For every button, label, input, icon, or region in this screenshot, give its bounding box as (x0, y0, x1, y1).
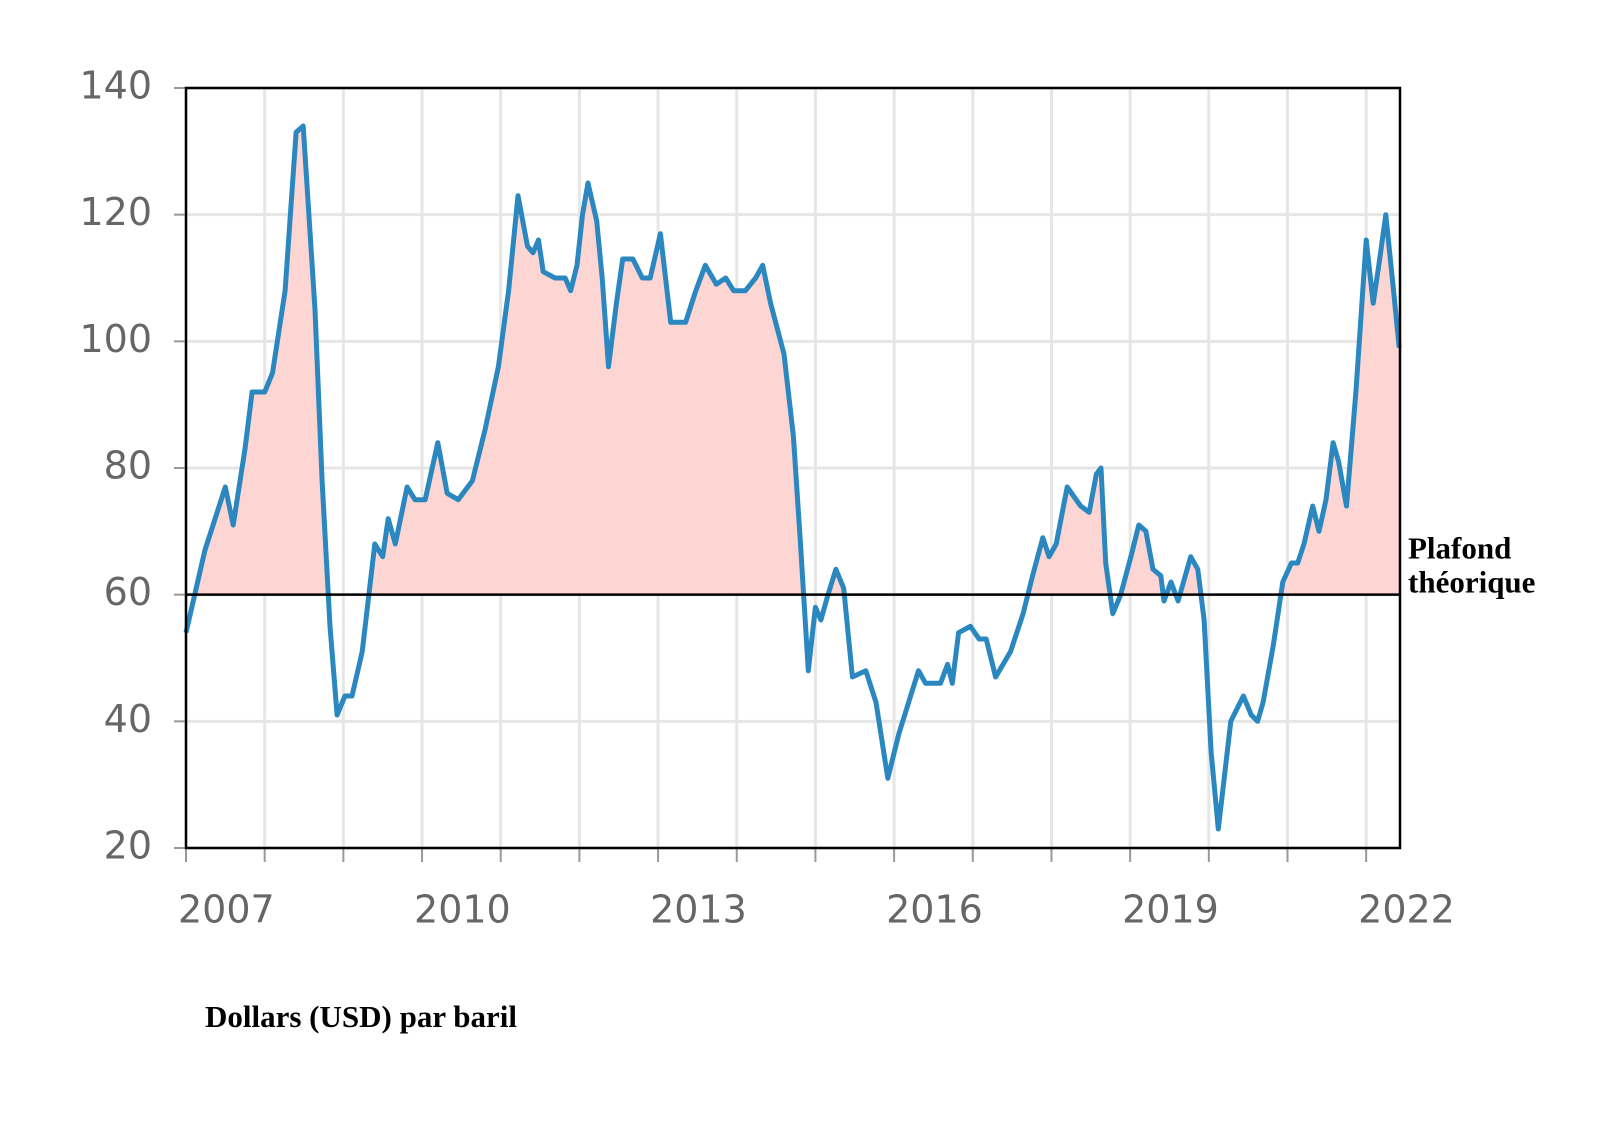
x-tick-label: 2016 (886, 888, 983, 932)
y-tick-label: 120 (79, 190, 152, 234)
plot-frame (184, 86, 1402, 850)
y-tick-label: 20 (104, 824, 152, 868)
x-tick-label: 2010 (414, 888, 511, 932)
x-tick-label: 2019 (1122, 888, 1219, 932)
y-tick-label: 60 (104, 570, 152, 614)
y-axis-label: Dollars (USD) par baril (205, 999, 517, 1034)
reference-label: Plafond (1408, 531, 1511, 566)
y-tick-label: 40 (104, 697, 152, 741)
price-line (183, 123, 1402, 832)
x-tick-label: 2007 (178, 888, 275, 932)
reference-label: théorique (1408, 565, 1535, 600)
x-tick-label: 2013 (650, 888, 747, 932)
area-above-ceiling (194, 126, 1400, 595)
y-tick-label: 140 (79, 64, 152, 108)
y-tick-label: 80 (104, 444, 152, 488)
x-tick-label: 2022 (1358, 888, 1455, 932)
y-tick-label: 100 (79, 317, 152, 361)
